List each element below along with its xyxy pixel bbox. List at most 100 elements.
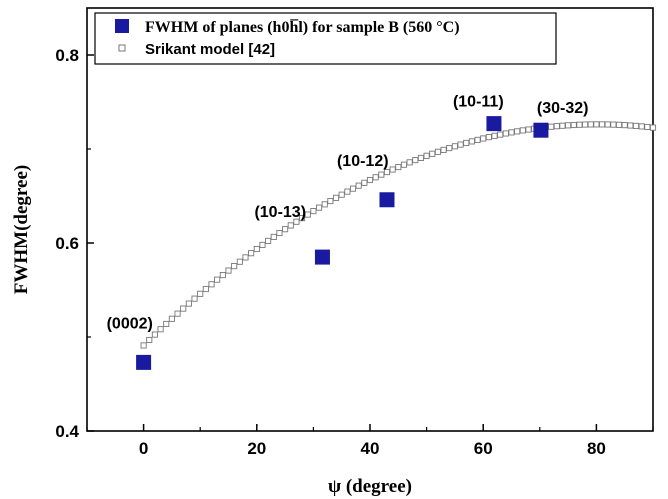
measured-point <box>486 116 502 132</box>
model-point <box>514 128 521 135</box>
measured-point <box>379 192 395 208</box>
legend-marker-model <box>118 44 126 52</box>
plane-label: (10-11) <box>453 94 504 111</box>
model-point <box>185 300 192 307</box>
measured-point <box>533 122 549 138</box>
model-point <box>519 127 526 134</box>
model-point <box>457 141 464 148</box>
model-point <box>338 191 345 198</box>
legend-label-measured: FWHM of planes (h0h̅l) for sample B (560… <box>145 17 460 36</box>
model-point <box>383 168 391 176</box>
model-point <box>638 123 645 130</box>
model-point <box>372 174 379 181</box>
model-point <box>163 320 170 328</box>
model-point <box>570 121 577 129</box>
model-point <box>231 263 238 270</box>
model-point <box>327 197 334 205</box>
measured-point <box>136 354 152 370</box>
model-point <box>582 121 589 128</box>
y-axis-title: FWHM(degree) <box>11 165 32 294</box>
x-tick-label: 60 <box>474 439 493 458</box>
model-point <box>565 122 572 129</box>
model-point <box>429 150 436 157</box>
model-point <box>451 143 458 150</box>
model-point <box>548 123 555 130</box>
model-point <box>406 159 413 166</box>
model-point <box>423 152 430 159</box>
model-point <box>248 250 255 257</box>
model-point <box>553 123 560 130</box>
plane-label: (30-32) <box>537 100 589 117</box>
model-point <box>332 194 340 201</box>
legend-box <box>94 12 557 65</box>
model-point <box>265 237 272 244</box>
y-tick-label: 0.8 <box>55 46 79 65</box>
plane-label: (10-12) <box>337 153 389 170</box>
model-point <box>219 272 226 279</box>
model-point <box>236 258 243 265</box>
model-point <box>610 121 617 128</box>
model-point <box>157 326 164 333</box>
model-point <box>191 295 198 302</box>
model-point <box>627 122 634 129</box>
series-fwhm-measured <box>136 116 549 370</box>
model-point <box>344 188 351 195</box>
y-tick-label: 0.4 <box>55 422 79 441</box>
model-point <box>525 126 532 133</box>
y-tick-label: 0.6 <box>55 234 79 253</box>
model-point <box>304 211 311 218</box>
model-point <box>282 226 289 233</box>
axis-ticks: 0 20 40 60 80 0.4 0.6 0.8 <box>55 46 654 458</box>
x-tick-label: 0 <box>139 439 148 458</box>
model-point <box>440 146 447 153</box>
model-point <box>604 121 611 128</box>
model-point <box>180 305 187 312</box>
model-point <box>502 130 509 137</box>
model-point <box>468 138 475 145</box>
model-point <box>649 124 657 131</box>
model-point <box>174 310 181 317</box>
series-srikant-model <box>140 121 657 349</box>
model-point <box>146 336 153 344</box>
measured-point <box>314 249 330 265</box>
model-point <box>208 281 215 288</box>
plot-area <box>86 7 654 432</box>
x-tick-label: 80 <box>587 439 606 458</box>
plane-label: (0002) <box>107 315 153 332</box>
model-point <box>485 134 492 141</box>
model-point <box>644 123 651 131</box>
model-point <box>587 121 594 128</box>
model-point <box>400 161 408 168</box>
x-tick-label: 20 <box>247 439 266 458</box>
model-point <box>559 122 566 129</box>
model-point <box>632 122 640 129</box>
model-point <box>434 148 441 155</box>
model-point <box>463 139 470 147</box>
model-point <box>389 166 396 173</box>
model-point <box>293 218 300 225</box>
model-point <box>446 145 453 152</box>
legend: FWHM of planes (h0h̅l) for sample B (560… <box>94 12 557 65</box>
model-point <box>316 204 323 211</box>
model-point <box>474 136 481 143</box>
model-point <box>615 121 623 128</box>
plane-annotations: (0002) (10-13) (10-12) (10-11) (30-32) <box>107 94 589 333</box>
model-point <box>202 285 209 293</box>
model-point <box>361 179 368 186</box>
x-axis-title: ψ (degree) <box>328 476 412 497</box>
model-point <box>349 185 357 192</box>
model-point <box>576 121 583 128</box>
model-point <box>253 245 260 253</box>
model-point <box>287 222 294 229</box>
model-point <box>593 121 600 128</box>
model-point <box>321 201 328 208</box>
model-point <box>395 164 402 171</box>
model-point <box>480 135 487 142</box>
plane-label: (10-13) <box>254 204 306 221</box>
plot-frame <box>86 7 654 432</box>
model-point <box>310 208 317 215</box>
model-point <box>270 233 277 240</box>
model-point <box>497 131 504 138</box>
model-point <box>355 182 362 189</box>
